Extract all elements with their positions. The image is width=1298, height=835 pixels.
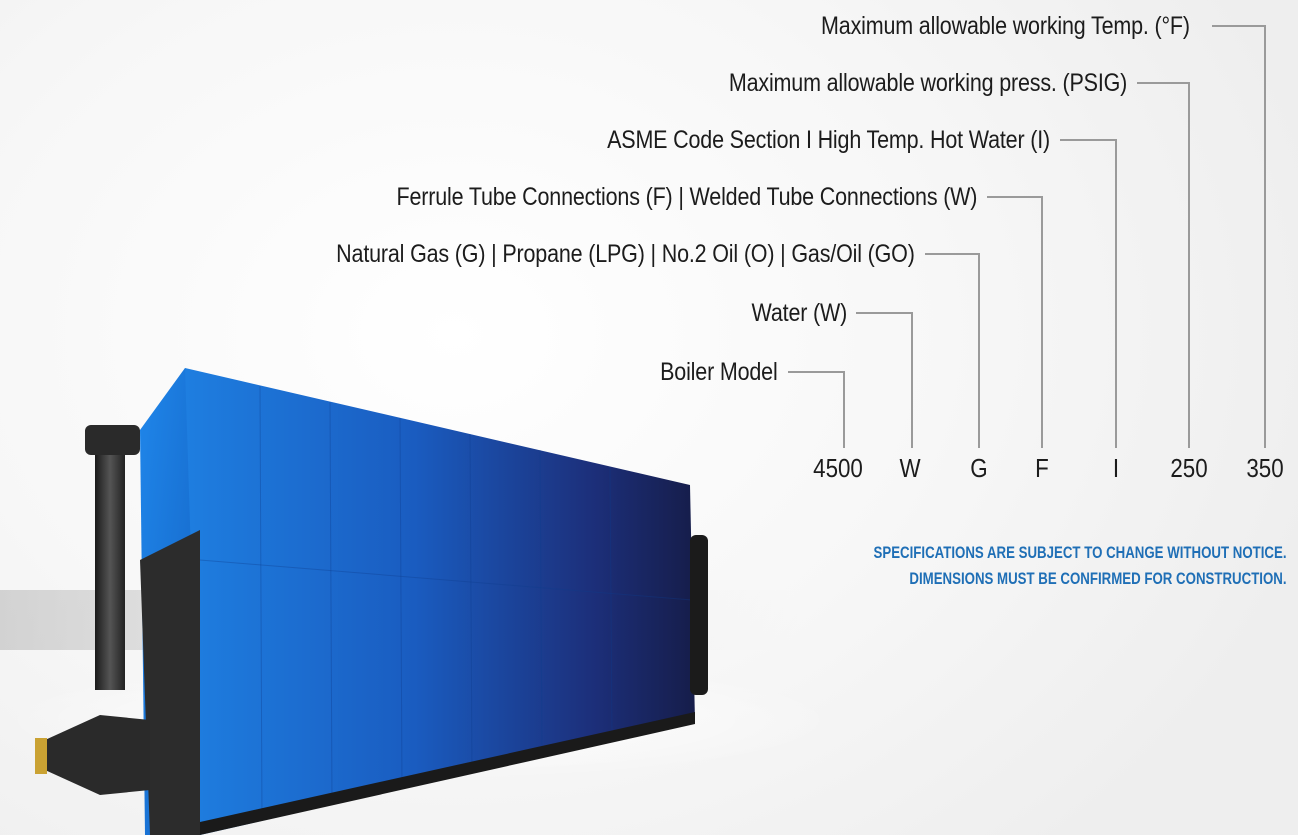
boiler-front-face <box>185 368 695 835</box>
leader-line-tubes <box>987 196 1043 448</box>
label-max-temp: Maximum allowable working Temp. (°F) <box>821 12 1190 40</box>
code-water: W <box>899 453 921 483</box>
label-fuel-type: Natural Gas (G) | Propane (LPG) | No.2 O… <box>336 240 915 268</box>
notice-line-2: DIMENSIONS MUST BE CONFIRMED FOR CONSTRU… <box>909 569 1287 588</box>
label-asme-code: ASME Code Section I High Temp. Hot Water… <box>607 126 1050 154</box>
code-fuel: G <box>970 453 988 483</box>
code-asme: I <box>1112 453 1120 483</box>
code-boiler-model: 4500 <box>813 453 863 483</box>
notice-line-1: SPECIFICATIONS ARE SUBJECT TO CHANGE WIT… <box>873 543 1287 562</box>
leader-line-asme <box>1060 139 1117 448</box>
leader-line-fuel <box>925 253 980 448</box>
code-press: 250 <box>1170 453 1208 483</box>
stack-outlet <box>85 425 140 455</box>
leader-line-water <box>856 312 913 448</box>
boiler-side-lower <box>140 530 200 835</box>
label-boiler-model: Boiler Model <box>660 358 779 386</box>
leader-line-temp <box>1212 25 1266 448</box>
code-temp: 350 <box>1246 453 1284 483</box>
panel-seams <box>199 385 693 821</box>
label-tube-connections: Ferrule Tube Connections (F) | Welded Tu… <box>396 183 977 211</box>
leader-line-press <box>1137 82 1190 448</box>
code-tubes: F <box>1035 453 1049 483</box>
boiler-base <box>200 712 695 835</box>
stack-pipe <box>95 440 125 690</box>
inlet-flange <box>35 738 47 774</box>
label-max-press: Maximum allowable working press. (PSIG) <box>728 69 1127 97</box>
inlet-cone <box>45 715 150 795</box>
boiler-end-cap <box>690 535 708 695</box>
label-water: Water (W) <box>751 299 847 327</box>
leader-line-model <box>788 371 845 448</box>
